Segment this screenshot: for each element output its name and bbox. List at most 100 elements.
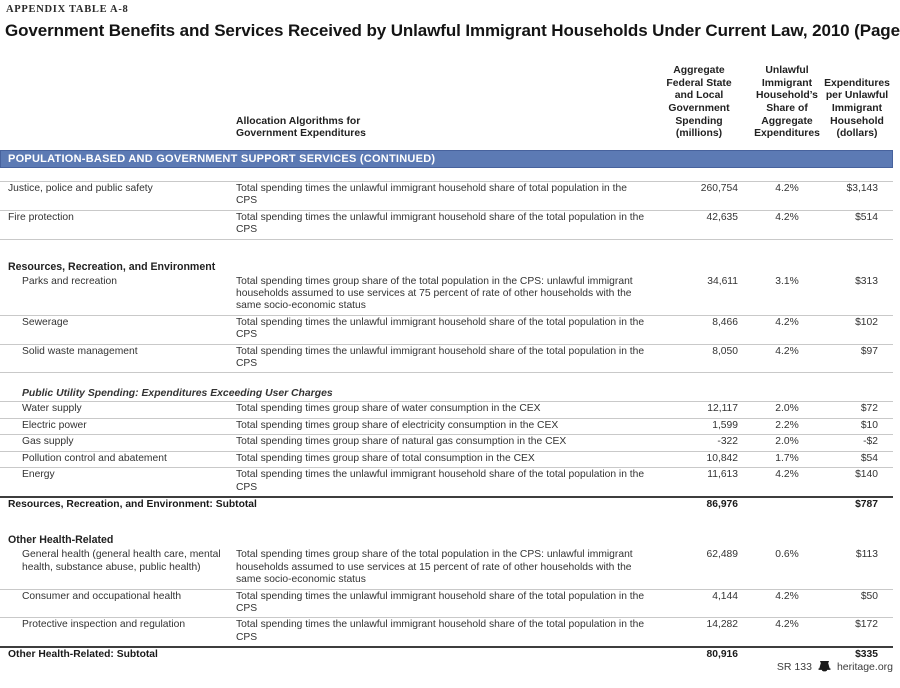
row-share: 4.2% xyxy=(775,316,799,328)
row-spending: 10,842 xyxy=(706,452,739,464)
row-share: 2.0% xyxy=(775,403,799,415)
row-label: General health (general health care, men… xyxy=(22,549,221,573)
subtotal-spending: 80,916 xyxy=(706,649,739,661)
row-per-household: -$2 xyxy=(863,436,878,448)
row-allocation: Total spending times the unlawful immigr… xyxy=(236,211,645,236)
row-label: Water supply xyxy=(22,403,82,415)
row-spending: 62,489 xyxy=(706,549,739,561)
row-share: 4.2% xyxy=(775,590,799,602)
row-spending: 42,635 xyxy=(706,211,739,223)
row-per-household: $3,143 xyxy=(846,183,879,194)
row-label: Energy xyxy=(22,469,55,481)
subtotal-share xyxy=(738,648,836,651)
row-allocation: Total spending times the unlawful immigr… xyxy=(236,590,645,614)
row-per-household: $72 xyxy=(860,403,878,415)
section-header: Resources, Recreation, and Environment xyxy=(8,260,216,273)
subsection-header-italic: Public Utility Spending: Expenditures Ex… xyxy=(22,388,333,400)
row-share: 3.1% xyxy=(775,275,799,287)
row-share: 2.2% xyxy=(775,419,799,431)
row-share: 4.2% xyxy=(775,469,799,481)
table-row: Solid waste management Total spending ti… xyxy=(0,345,893,374)
row-share: 4.2% xyxy=(775,345,799,357)
row-spending: 12,117 xyxy=(707,403,738,415)
table-row: Gas supply Total spending times group sh… xyxy=(0,435,893,452)
table-row: Fire protection Total spending times the… xyxy=(0,211,893,240)
row-allocation: Total spending times group share of tota… xyxy=(236,452,535,464)
row-spending: 11,613 xyxy=(707,469,738,481)
row-label: Justice, police and public safety xyxy=(8,183,153,194)
row-allocation: Total spending times the unlawful immigr… xyxy=(236,619,645,643)
row-allocation: Total spending times the unlawful immigr… xyxy=(236,316,645,341)
row-allocation: Total spending times the unlawful immigr… xyxy=(236,345,645,370)
table-row: Sewerage Total spending times the unlawf… xyxy=(0,316,893,345)
row-spending: 260,754 xyxy=(700,183,738,194)
row-per-household: $140 xyxy=(855,469,878,481)
benefits-table: Allocation Algorithms for Government Exp… xyxy=(0,58,893,664)
page-footer: SR 133 heritage.org xyxy=(777,661,893,673)
subtotal-label: Resources, Recreation, and Environment: … xyxy=(8,498,257,510)
row-label: Pollution control and abatement xyxy=(22,452,167,464)
row-spending: 8,050 xyxy=(712,345,738,357)
row-per-household: $54 xyxy=(860,452,878,464)
row-spending: -322 xyxy=(717,436,738,448)
row-allocation: Total spending times group share of natu… xyxy=(236,436,567,448)
column-header-allocation: Allocation Algorithms for Government Exp… xyxy=(236,115,366,140)
table-column-headers: Allocation Algorithms for Government Exp… xyxy=(0,58,893,150)
row-allocation: Total spending times group share of the … xyxy=(236,275,633,312)
row-share: 1.7% xyxy=(775,452,799,464)
column-header-aggregate-spending: Aggregate Federal State and Local Govern… xyxy=(666,64,732,140)
row-share: 0.6% xyxy=(775,549,799,561)
row-per-household: $102 xyxy=(855,316,878,328)
table-row: Pollution control and abatement Total sp… xyxy=(0,452,893,469)
row-per-household: $514 xyxy=(855,211,878,223)
subtotal-per-household: $787 xyxy=(855,498,878,510)
row-label: Protective inspection and regulation xyxy=(22,619,186,631)
row-per-household: $50 xyxy=(860,590,878,602)
section-header: Other Health-Related xyxy=(8,534,114,547)
table-body: Justice, police and public safety Total … xyxy=(0,168,893,664)
section-banner: POPULATION-BASED AND GOVERNMENT SUPPORT … xyxy=(0,150,893,168)
report-id: SR 133 xyxy=(776,661,812,673)
table-row: Consumer and occupational health Total s… xyxy=(0,590,893,619)
subtotal-label: Other Health-Related: Subtotal xyxy=(8,649,158,661)
subtotal-spending: 86,976 xyxy=(706,498,739,510)
row-allocation: Total spending times group share of the … xyxy=(236,549,633,586)
table-row: General health (general health care, men… xyxy=(0,548,893,590)
row-per-household: $10 xyxy=(860,419,878,431)
row-label: Solid waste management xyxy=(22,345,138,357)
row-spending: 8,466 xyxy=(712,316,738,328)
row-spending: 1,599 xyxy=(712,419,738,431)
subtotal-share xyxy=(738,498,836,501)
column-header-per-household: Expenditures per Unlawful Immigrant Hous… xyxy=(824,77,890,140)
row-label: Fire protection xyxy=(8,211,74,223)
subtotal-row: Resources, Recreation, and Environment: … xyxy=(0,495,893,513)
row-per-household: $172 xyxy=(855,619,878,631)
row-label: Parks and recreation xyxy=(22,275,118,287)
row-per-household: $113 xyxy=(855,549,878,561)
column-header-share: Unlawful Immigrant Household’s Share of … xyxy=(754,64,820,140)
row-allocation: Total spending times the unlawful immigr… xyxy=(236,183,627,207)
table-row: Energy Total spending times the unlawful… xyxy=(0,468,893,496)
table-row: Water supply Total spending times group … xyxy=(0,401,893,419)
page-title: Government Benefits and Services Receive… xyxy=(5,21,900,40)
row-label: Gas supply xyxy=(22,436,74,448)
heritage-bell-icon xyxy=(818,661,831,673)
table-row: Protective inspection and regulation Tot… xyxy=(0,618,893,646)
row-label: Electric power xyxy=(22,419,87,431)
row-share: 2.0% xyxy=(775,436,799,448)
table-row: Justice, police and public safety Total … xyxy=(0,181,893,211)
table-kicker: APPENDIX TABLE A-8 xyxy=(6,4,129,15)
row-share: 4.2% xyxy=(775,619,799,631)
table-row: Parks and recreation Total spending time… xyxy=(0,275,893,316)
subtotal-per-household: $335 xyxy=(855,649,878,661)
row-spending: 14,282 xyxy=(706,619,739,631)
row-allocation: Total spending times group share of elec… xyxy=(236,419,559,431)
row-label: Sewerage xyxy=(22,316,69,328)
row-allocation: Total spending times the unlawful immigr… xyxy=(236,469,645,493)
row-spending: 34,611 xyxy=(707,275,738,287)
row-spending: 4,144 xyxy=(712,590,738,602)
row-allocation: Total spending times group share of wate… xyxy=(236,403,541,415)
row-per-household: $313 xyxy=(855,275,878,287)
row-per-household: $97 xyxy=(860,345,878,357)
